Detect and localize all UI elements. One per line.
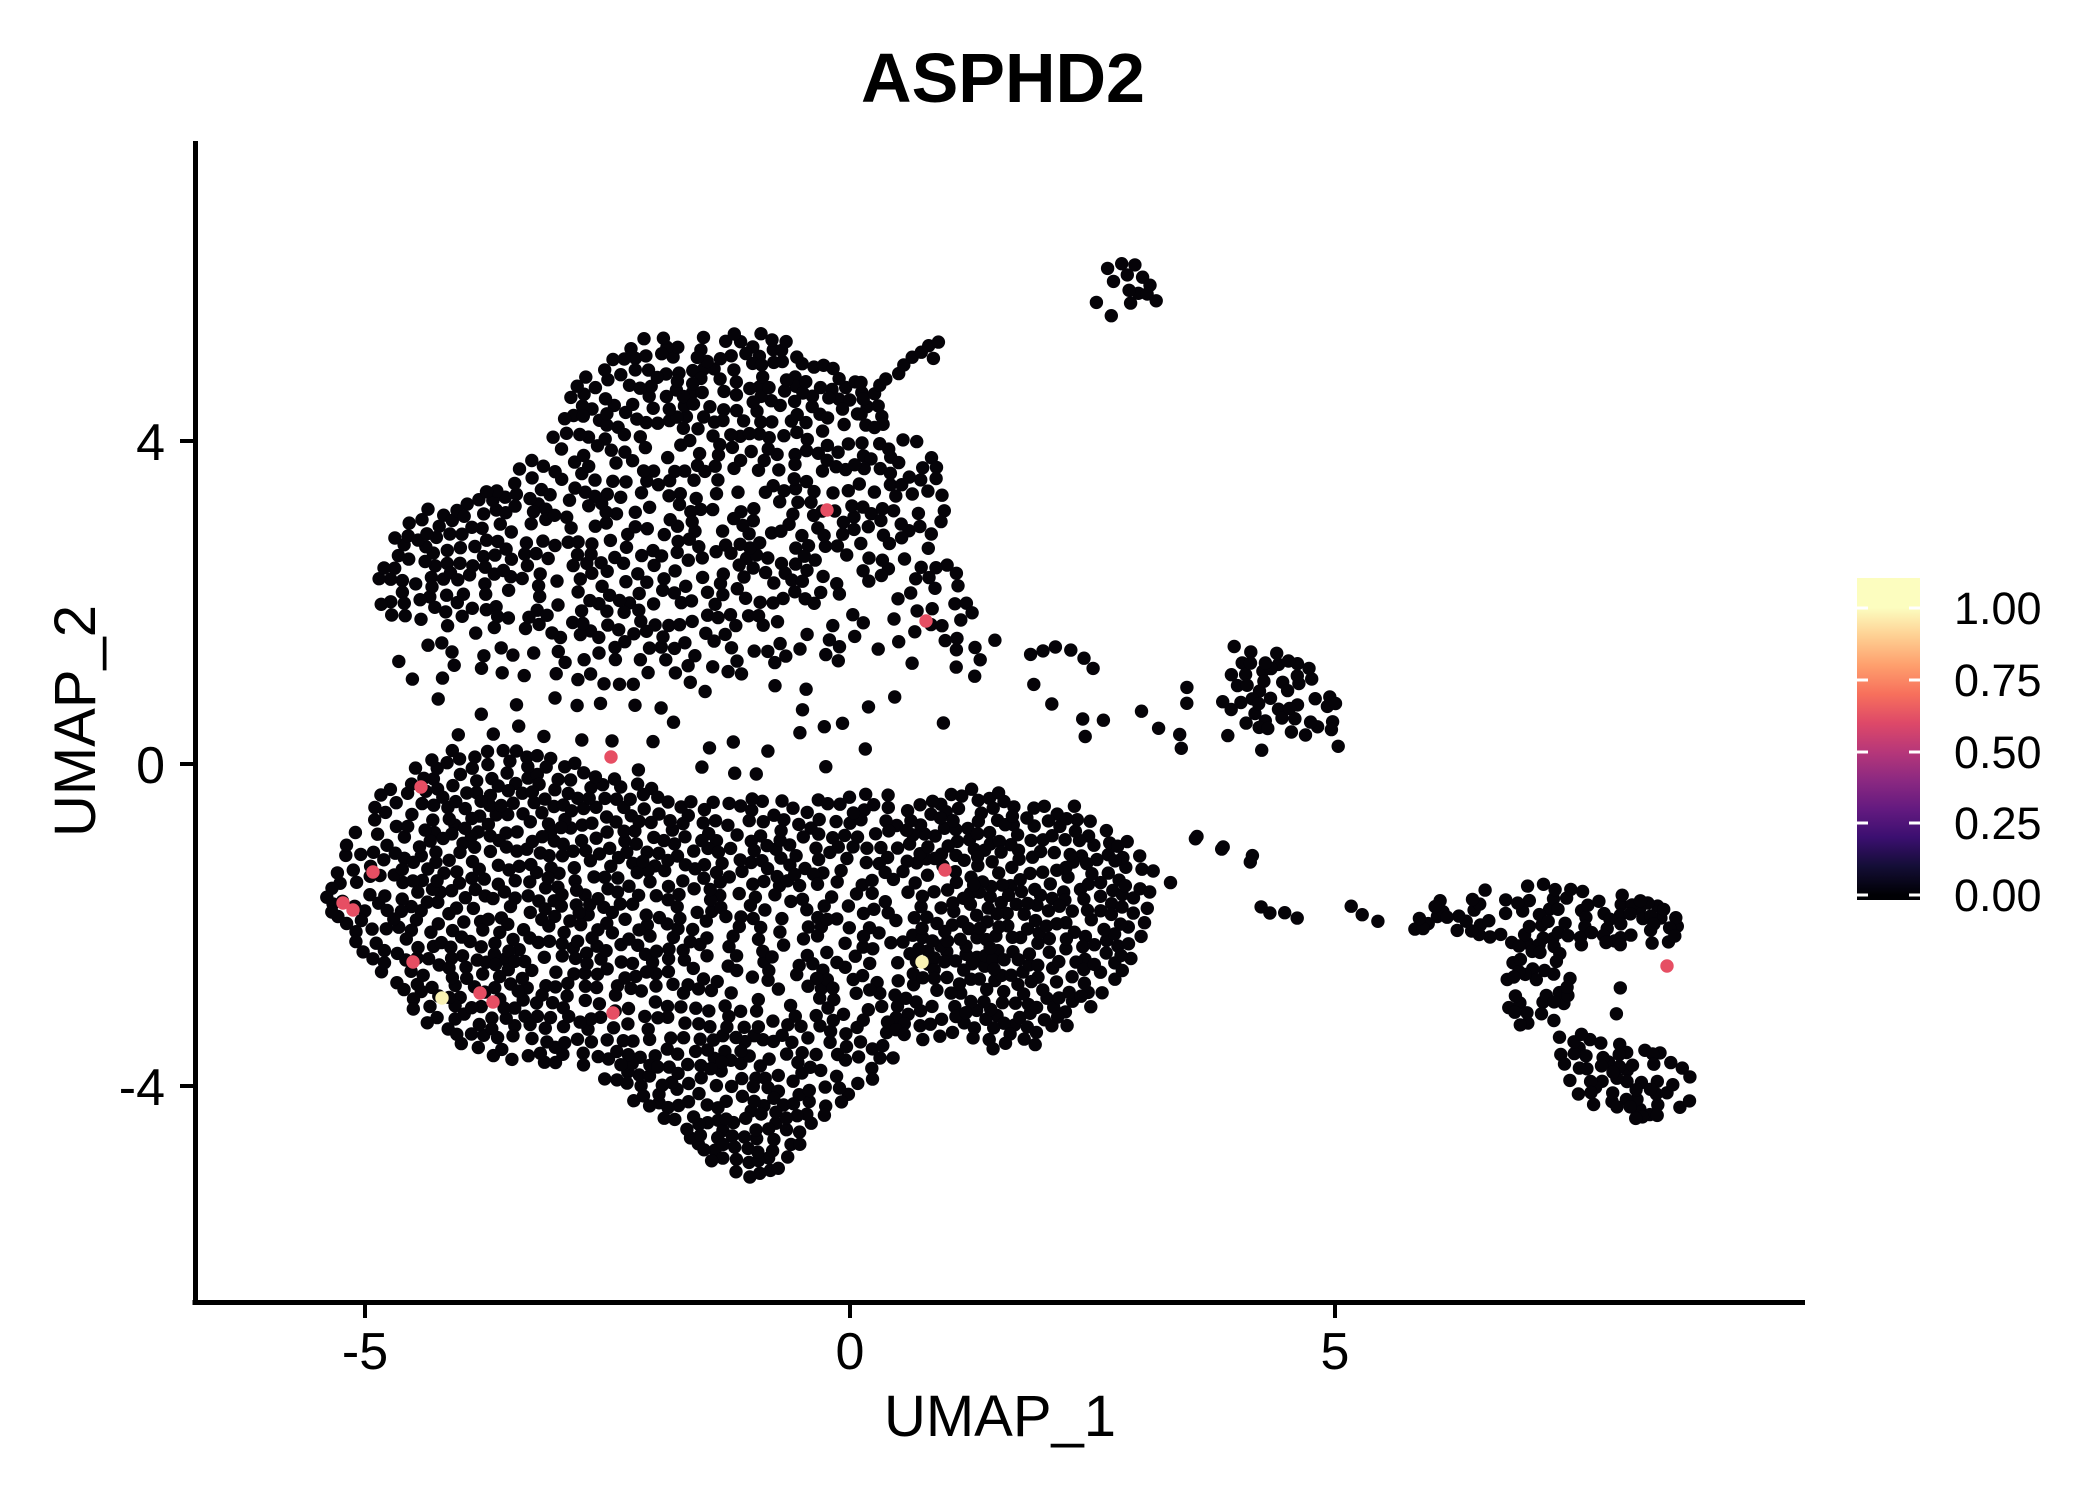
svg-text:-5: -5 <box>342 1323 388 1381</box>
svg-text:0.75: 0.75 <box>1954 655 2042 706</box>
svg-text:ASPHD2: ASPHD2 <box>861 39 1145 117</box>
svg-text:0.00: 0.00 <box>1954 870 2042 921</box>
svg-text:5: 5 <box>1321 1323 1350 1381</box>
svg-text:0.25: 0.25 <box>1954 798 2042 849</box>
svg-text:0.50: 0.50 <box>1954 727 2042 778</box>
svg-text:0: 0 <box>136 737 165 795</box>
svg-text:1.00: 1.00 <box>1954 583 2042 634</box>
svg-text:UMAP_1: UMAP_1 <box>884 1384 1116 1449</box>
svg-text:-4: -4 <box>119 1059 165 1117</box>
svg-text:0: 0 <box>836 1323 865 1381</box>
svg-text:4: 4 <box>136 414 165 472</box>
svg-text:UMAP_2: UMAP_2 <box>43 605 108 837</box>
